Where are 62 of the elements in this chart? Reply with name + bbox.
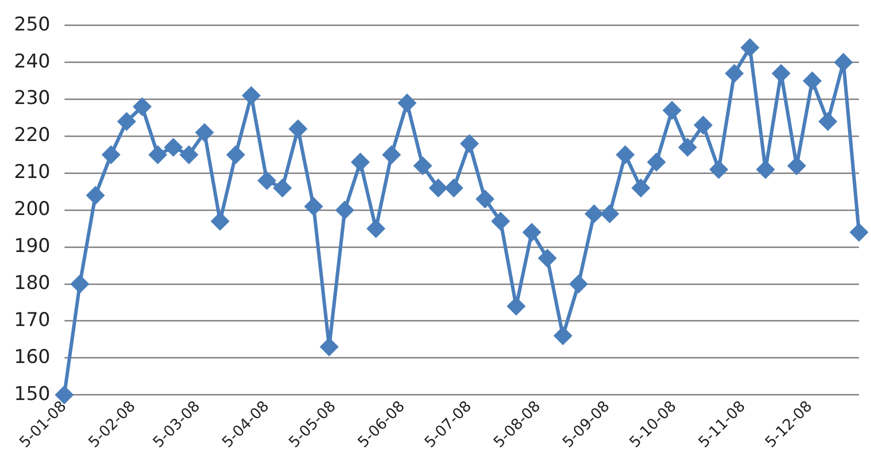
point xyxy=(367,220,385,238)
point xyxy=(180,146,198,164)
point xyxy=(663,102,681,120)
point xyxy=(788,157,806,175)
point xyxy=(694,116,712,134)
point xyxy=(196,124,214,142)
point xyxy=(726,64,744,82)
point xyxy=(352,153,370,171)
point xyxy=(164,138,182,156)
point xyxy=(118,112,136,130)
point xyxy=(741,38,759,56)
y-tick-label: 250 xyxy=(14,13,50,36)
y-tick-label: 240 xyxy=(14,50,50,72)
point xyxy=(304,198,322,216)
point xyxy=(211,212,229,230)
point xyxy=(320,338,338,356)
y-tick-label: 170 xyxy=(14,308,50,331)
point xyxy=(772,64,790,82)
point xyxy=(600,205,618,223)
y-tick-label: 160 xyxy=(14,346,50,368)
point xyxy=(242,86,260,104)
point xyxy=(756,160,774,178)
point xyxy=(382,146,400,164)
point xyxy=(507,297,525,315)
y-tick-label: 190 xyxy=(14,235,50,258)
y-tick-label: 210 xyxy=(14,161,50,184)
point xyxy=(226,146,244,164)
point xyxy=(678,138,696,156)
point xyxy=(133,98,151,116)
y-tick-label: 180 xyxy=(14,272,50,294)
point xyxy=(71,275,89,293)
point xyxy=(149,146,167,164)
point xyxy=(834,54,852,72)
point xyxy=(289,120,307,138)
point xyxy=(570,275,588,293)
y-tick-label: 220 xyxy=(14,124,50,146)
point xyxy=(430,179,448,197)
point xyxy=(632,179,650,197)
point xyxy=(445,179,463,197)
point xyxy=(398,94,416,112)
point xyxy=(554,327,572,345)
point xyxy=(492,212,510,230)
point xyxy=(585,205,603,223)
point xyxy=(102,146,120,164)
point xyxy=(460,134,478,152)
point xyxy=(414,157,432,175)
point xyxy=(476,190,494,208)
point xyxy=(616,146,634,164)
point xyxy=(648,153,666,171)
y-tick-label: 200 xyxy=(14,198,50,220)
point xyxy=(523,224,541,242)
point xyxy=(538,249,556,267)
point xyxy=(258,172,276,190)
point xyxy=(86,186,104,204)
point xyxy=(336,201,354,219)
point xyxy=(710,160,728,178)
point xyxy=(274,179,292,197)
y-tick-label: 150 xyxy=(14,382,50,405)
y-tick-label: 230 xyxy=(14,87,50,110)
point xyxy=(850,224,868,242)
point xyxy=(804,72,821,90)
point xyxy=(819,112,837,130)
